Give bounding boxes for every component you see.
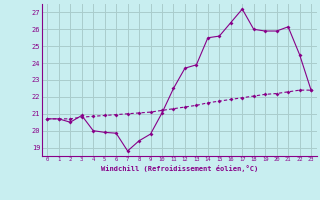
X-axis label: Windchill (Refroidissement éolien,°C): Windchill (Refroidissement éolien,°C) — [100, 165, 258, 172]
